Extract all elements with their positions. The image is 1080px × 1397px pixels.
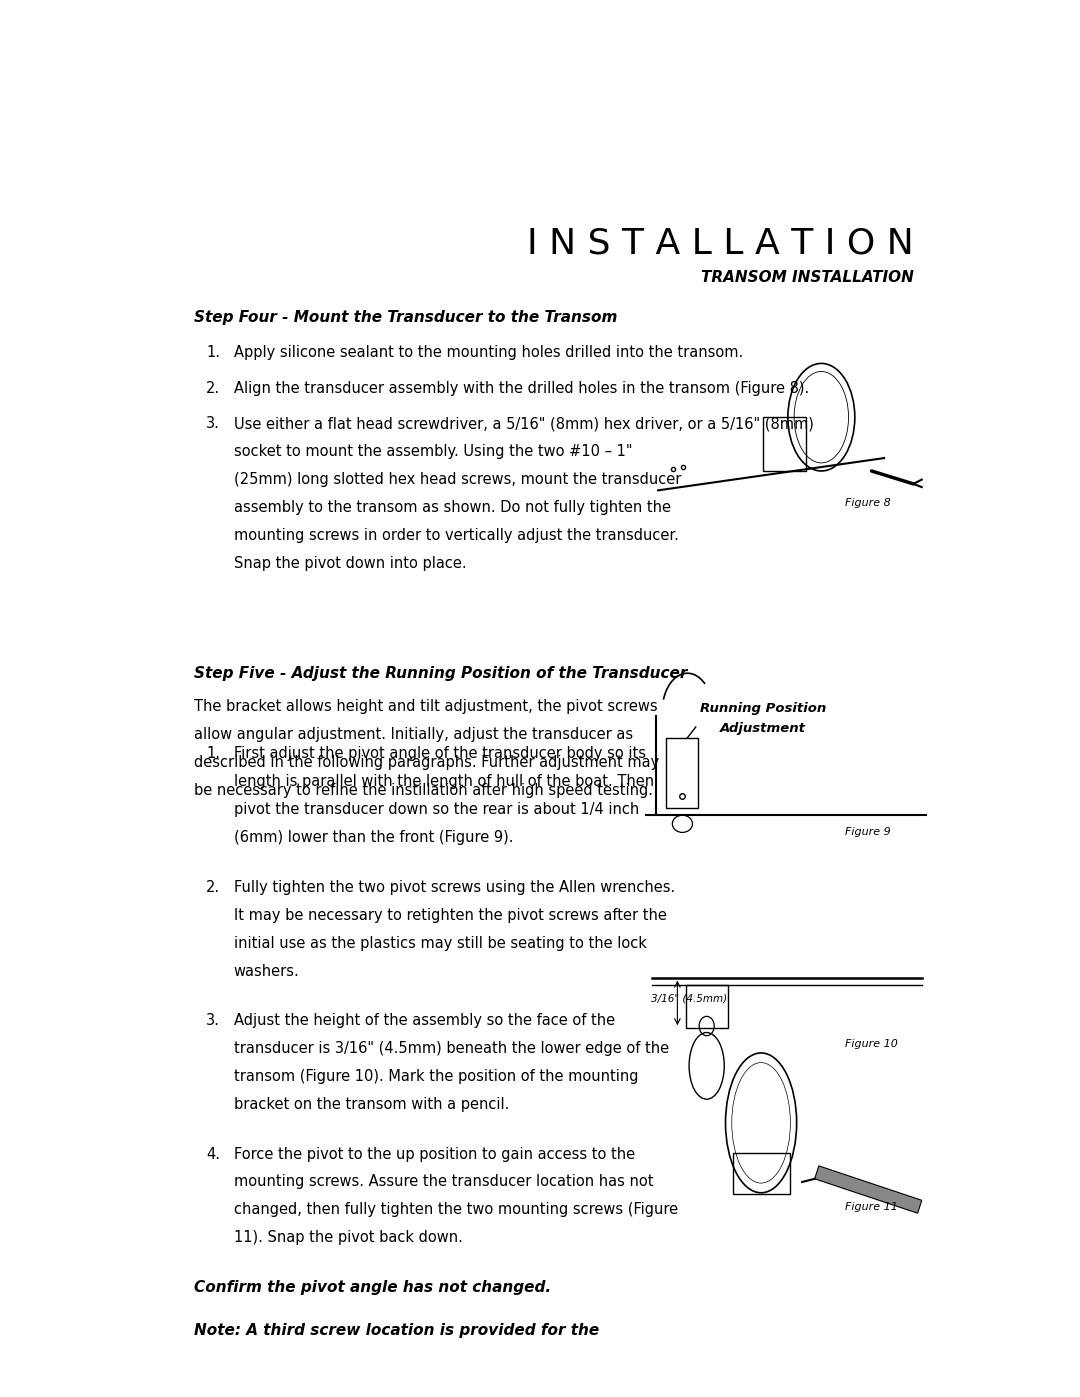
Text: Running Position: Running Position bbox=[700, 703, 826, 715]
Text: initial use as the plastics may still be seating to the lock: initial use as the plastics may still be… bbox=[233, 936, 647, 951]
Text: Figure 8: Figure 8 bbox=[845, 497, 891, 509]
Text: Confirm the pivot angle has not changed.: Confirm the pivot angle has not changed. bbox=[193, 1280, 551, 1295]
Text: 3.: 3. bbox=[206, 416, 220, 432]
Text: The bracket allows height and tilt adjustment, the pivot screws: The bracket allows height and tilt adjus… bbox=[193, 698, 658, 714]
Text: mounting screws in order to vertically adjust the transducer.: mounting screws in order to vertically a… bbox=[233, 528, 678, 543]
Text: Figure 9: Figure 9 bbox=[845, 827, 891, 837]
Text: transducer is 3/16" (4.5mm) beneath the lower edge of the: transducer is 3/16" (4.5mm) beneath the … bbox=[233, 1041, 669, 1056]
Text: It may be necessary to retighten the pivot screws after the: It may be necessary to retighten the piv… bbox=[233, 908, 666, 922]
Text: First adjust the pivot angle of the transducer body so its: First adjust the pivot angle of the tran… bbox=[233, 746, 646, 761]
Text: 2.: 2. bbox=[206, 380, 220, 395]
Text: Snap the pivot down into place.: Snap the pivot down into place. bbox=[233, 556, 467, 571]
Text: Figure 11: Figure 11 bbox=[845, 1203, 897, 1213]
Text: changed, then fully tighten the two mounting screws (Figure: changed, then fully tighten the two moun… bbox=[233, 1203, 678, 1217]
Text: washers.: washers. bbox=[233, 964, 299, 979]
Text: described in the following paragraphs. Further adjustment may: described in the following paragraphs. F… bbox=[193, 754, 659, 770]
Text: Apply silicone sealant to the mounting holes drilled into the transom.: Apply silicone sealant to the mounting h… bbox=[233, 345, 743, 360]
Text: 4.: 4. bbox=[206, 1147, 220, 1161]
Text: (25mm) long slotted hex head screws, mount the transducer: (25mm) long slotted hex head screws, mou… bbox=[233, 472, 681, 488]
Text: 3/16" (4.5mm): 3/16" (4.5mm) bbox=[651, 993, 728, 1003]
Text: Align the transducer assembly with the drilled holes in the transom (Figure 8).: Align the transducer assembly with the d… bbox=[233, 380, 809, 395]
Text: length is parallel with the length of hull of the boat. Then: length is parallel with the length of hu… bbox=[233, 774, 653, 789]
Text: Adjustment: Adjustment bbox=[719, 722, 806, 735]
Text: Fully tighten the two pivot screws using the Allen wrenches.: Fully tighten the two pivot screws using… bbox=[233, 880, 675, 894]
Text: Use either a flat head screwdriver, a 5/16" (8mm) hex driver, or a 5/16" (8mm): Use either a flat head screwdriver, a 5/… bbox=[233, 416, 813, 432]
Text: 1.: 1. bbox=[206, 345, 220, 360]
Text: 3.: 3. bbox=[206, 1013, 220, 1028]
Text: transom (Figure 10). Mark the position of the mounting: transom (Figure 10). Mark the position o… bbox=[233, 1069, 638, 1084]
Text: I N S T A L L A T I O N: I N S T A L L A T I O N bbox=[527, 226, 914, 261]
Text: 11). Snap the pivot back down.: 11). Snap the pivot back down. bbox=[233, 1231, 462, 1245]
Text: mounting screws. Assure the transducer location has not: mounting screws. Assure the transducer l… bbox=[233, 1175, 653, 1189]
Text: socket to mount the assembly. Using the two #10 – 1": socket to mount the assembly. Using the … bbox=[233, 444, 632, 460]
Text: TRANSOM INSTALLATION: TRANSOM INSTALLATION bbox=[701, 270, 914, 285]
Text: Step Five - Adjust the Running Position of the Transducer: Step Five - Adjust the Running Position … bbox=[193, 666, 687, 680]
Text: 1.: 1. bbox=[206, 746, 220, 761]
Text: Note: A third screw location is provided for the: Note: A third screw location is provided… bbox=[193, 1323, 598, 1338]
Text: Adjust the height of the assembly so the face of the: Adjust the height of the assembly so the… bbox=[233, 1013, 615, 1028]
Text: 2.: 2. bbox=[206, 880, 220, 894]
Text: assembly to the transom as shown. Do not fully tighten the: assembly to the transom as shown. Do not… bbox=[233, 500, 671, 515]
Text: be necessary to refine the instillation after high speed testing.: be necessary to refine the instillation … bbox=[193, 782, 652, 798]
Polygon shape bbox=[814, 1166, 922, 1213]
Text: pivot the transducer down so the rear is about 1/4 inch: pivot the transducer down so the rear is… bbox=[233, 802, 639, 817]
Text: allow angular adjustment. Initially, adjust the transducer as: allow angular adjustment. Initially, adj… bbox=[193, 726, 633, 742]
Text: Figure 10: Figure 10 bbox=[845, 1039, 897, 1049]
Text: bracket on the transom with a pencil.: bracket on the transom with a pencil. bbox=[233, 1097, 509, 1112]
Text: Step Four - Mount the Transducer to the Transom: Step Four - Mount the Transducer to the … bbox=[193, 310, 617, 324]
Text: Force the pivot to the up position to gain access to the: Force the pivot to the up position to ga… bbox=[233, 1147, 635, 1161]
Text: (6mm) lower than the front (Figure 9).: (6mm) lower than the front (Figure 9). bbox=[233, 830, 513, 845]
